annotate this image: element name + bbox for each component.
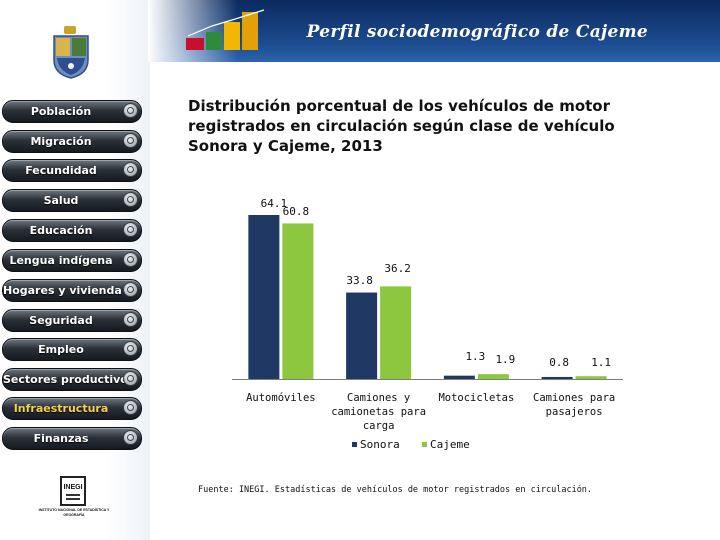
- legend-swatch-sonora: [352, 442, 357, 447]
- page-title: Perfil sociodemográfico de Cajeme: [306, 22, 648, 42]
- chevron-knob-icon: [123, 192, 138, 207]
- nav-finanzas-button[interactable]: Finanzas: [2, 427, 142, 450]
- bar-cajeme-2: [380, 286, 412, 379]
- nav-migracion-button[interactable]: Migración: [2, 130, 142, 153]
- bar-sonora-4: [541, 376, 573, 379]
- bar-sonora-2: [346, 292, 378, 379]
- bar-sonora-1: [248, 215, 280, 379]
- nav-label: Migración: [30, 135, 92, 148]
- nav-poblacion-button[interactable]: Población: [2, 100, 142, 123]
- chevron-knob-icon: [123, 400, 138, 415]
- nav-label: Finanzas: [33, 432, 89, 445]
- nav-empleo-button[interactable]: Empleo: [2, 338, 142, 361]
- chevron-knob-icon: [123, 371, 138, 386]
- bar-chart-icon: [186, 9, 265, 50]
- chevron-knob-icon: [123, 430, 138, 445]
- legend-label: Sonora: [360, 438, 400, 451]
- bar-cajeme-4: [575, 376, 607, 379]
- nav-salud-button[interactable]: Salud: [2, 189, 142, 212]
- chart-title: Distribución porcentual de los vehículos…: [188, 97, 615, 155]
- data-label: 60.8: [283, 205, 310, 218]
- chevron-knob-icon: [123, 341, 138, 356]
- data-label: 33.8: [346, 274, 373, 287]
- nav-fecundidad-button[interactable]: Fecundidad: [2, 159, 142, 182]
- legend-label: Cajeme: [430, 438, 470, 451]
- nav-label: Infraestructura: [13, 402, 109, 415]
- data-label: 1.9: [495, 353, 515, 366]
- bar-cajeme-3: [477, 374, 509, 379]
- x-tick-label: Camiones y: [347, 392, 410, 404]
- nav-label: Sectores productivos: [3, 373, 135, 386]
- icon-bar-green: [206, 32, 222, 50]
- nav-label: Salud: [43, 194, 79, 207]
- chart-source-footnote: Fuente: INEGI. Estadísticas de vehículos…: [198, 485, 593, 495]
- trend-line-icon: [187, 9, 265, 37]
- chevron-knob-icon: [123, 162, 138, 177]
- x-tick-label: carga: [363, 420, 395, 432]
- legend-swatch-cajeme: [422, 442, 427, 447]
- nav-lengua-indigena-button[interactable]: Lengua indígena: [2, 249, 142, 272]
- data-label: 36.2: [384, 262, 411, 275]
- nav-hogares-vivienda-button[interactable]: Hogares y vivienda: [2, 279, 142, 302]
- chevron-knob-icon: [123, 282, 138, 297]
- nav-label: Lengua indígena: [9, 254, 113, 267]
- nav-label: Empleo: [38, 343, 84, 356]
- nav-seguridad-button[interactable]: Seguridad: [2, 309, 142, 332]
- data-label: 64.1: [261, 197, 288, 210]
- chevron-knob-icon: [123, 133, 138, 148]
- nav-label: Hogares y vivienda: [3, 284, 122, 297]
- chevron-knob-icon: [123, 103, 138, 118]
- nav-label: Seguridad: [29, 314, 93, 327]
- nav-educacion-button[interactable]: Educación: [2, 219, 142, 242]
- nav-label: Población: [30, 105, 92, 118]
- nav-sectores-productivos-button[interactable]: Sectores productivos: [2, 368, 142, 391]
- chevron-knob-icon: [123, 252, 138, 267]
- x-tick-label: Automóviles: [246, 392, 316, 404]
- nav-label: Fecundidad: [25, 164, 97, 177]
- x-tick-label: Camiones para: [533, 392, 615, 404]
- icon-bar-gold: [242, 12, 258, 50]
- chevron-knob-icon: [123, 222, 138, 237]
- x-tick-label: camionetas para: [331, 406, 426, 418]
- data-label: 1.3: [465, 350, 485, 363]
- data-label: 1.1: [591, 356, 611, 369]
- x-tick-label: Motocicletas: [438, 392, 514, 404]
- inegi-logo: INEGI INSTITUTO NACIONAL DE ESTADÍSTICA …: [38, 476, 110, 526]
- bar-cajeme-1: [282, 223, 314, 379]
- icon-bar-red: [186, 38, 204, 50]
- data-label: 0.8: [549, 356, 569, 369]
- x-tick-label: pasajeros: [546, 406, 603, 418]
- chevron-knob-icon: [123, 312, 138, 327]
- icon-bar-yellow: [224, 22, 240, 50]
- inegi-logo-caption: INSTITUTO NACIONAL DE ESTADÍSTICA Y GEOG…: [38, 508, 110, 517]
- nav-infraestructura-button[interactable]: Infraestructura: [2, 397, 142, 420]
- nav-label: Educación: [29, 224, 93, 237]
- bar-sonora-3: [443, 375, 475, 379]
- inegi-logo-text: INEGI: [63, 484, 83, 491]
- coat-of-arms-icon: [53, 26, 89, 79]
